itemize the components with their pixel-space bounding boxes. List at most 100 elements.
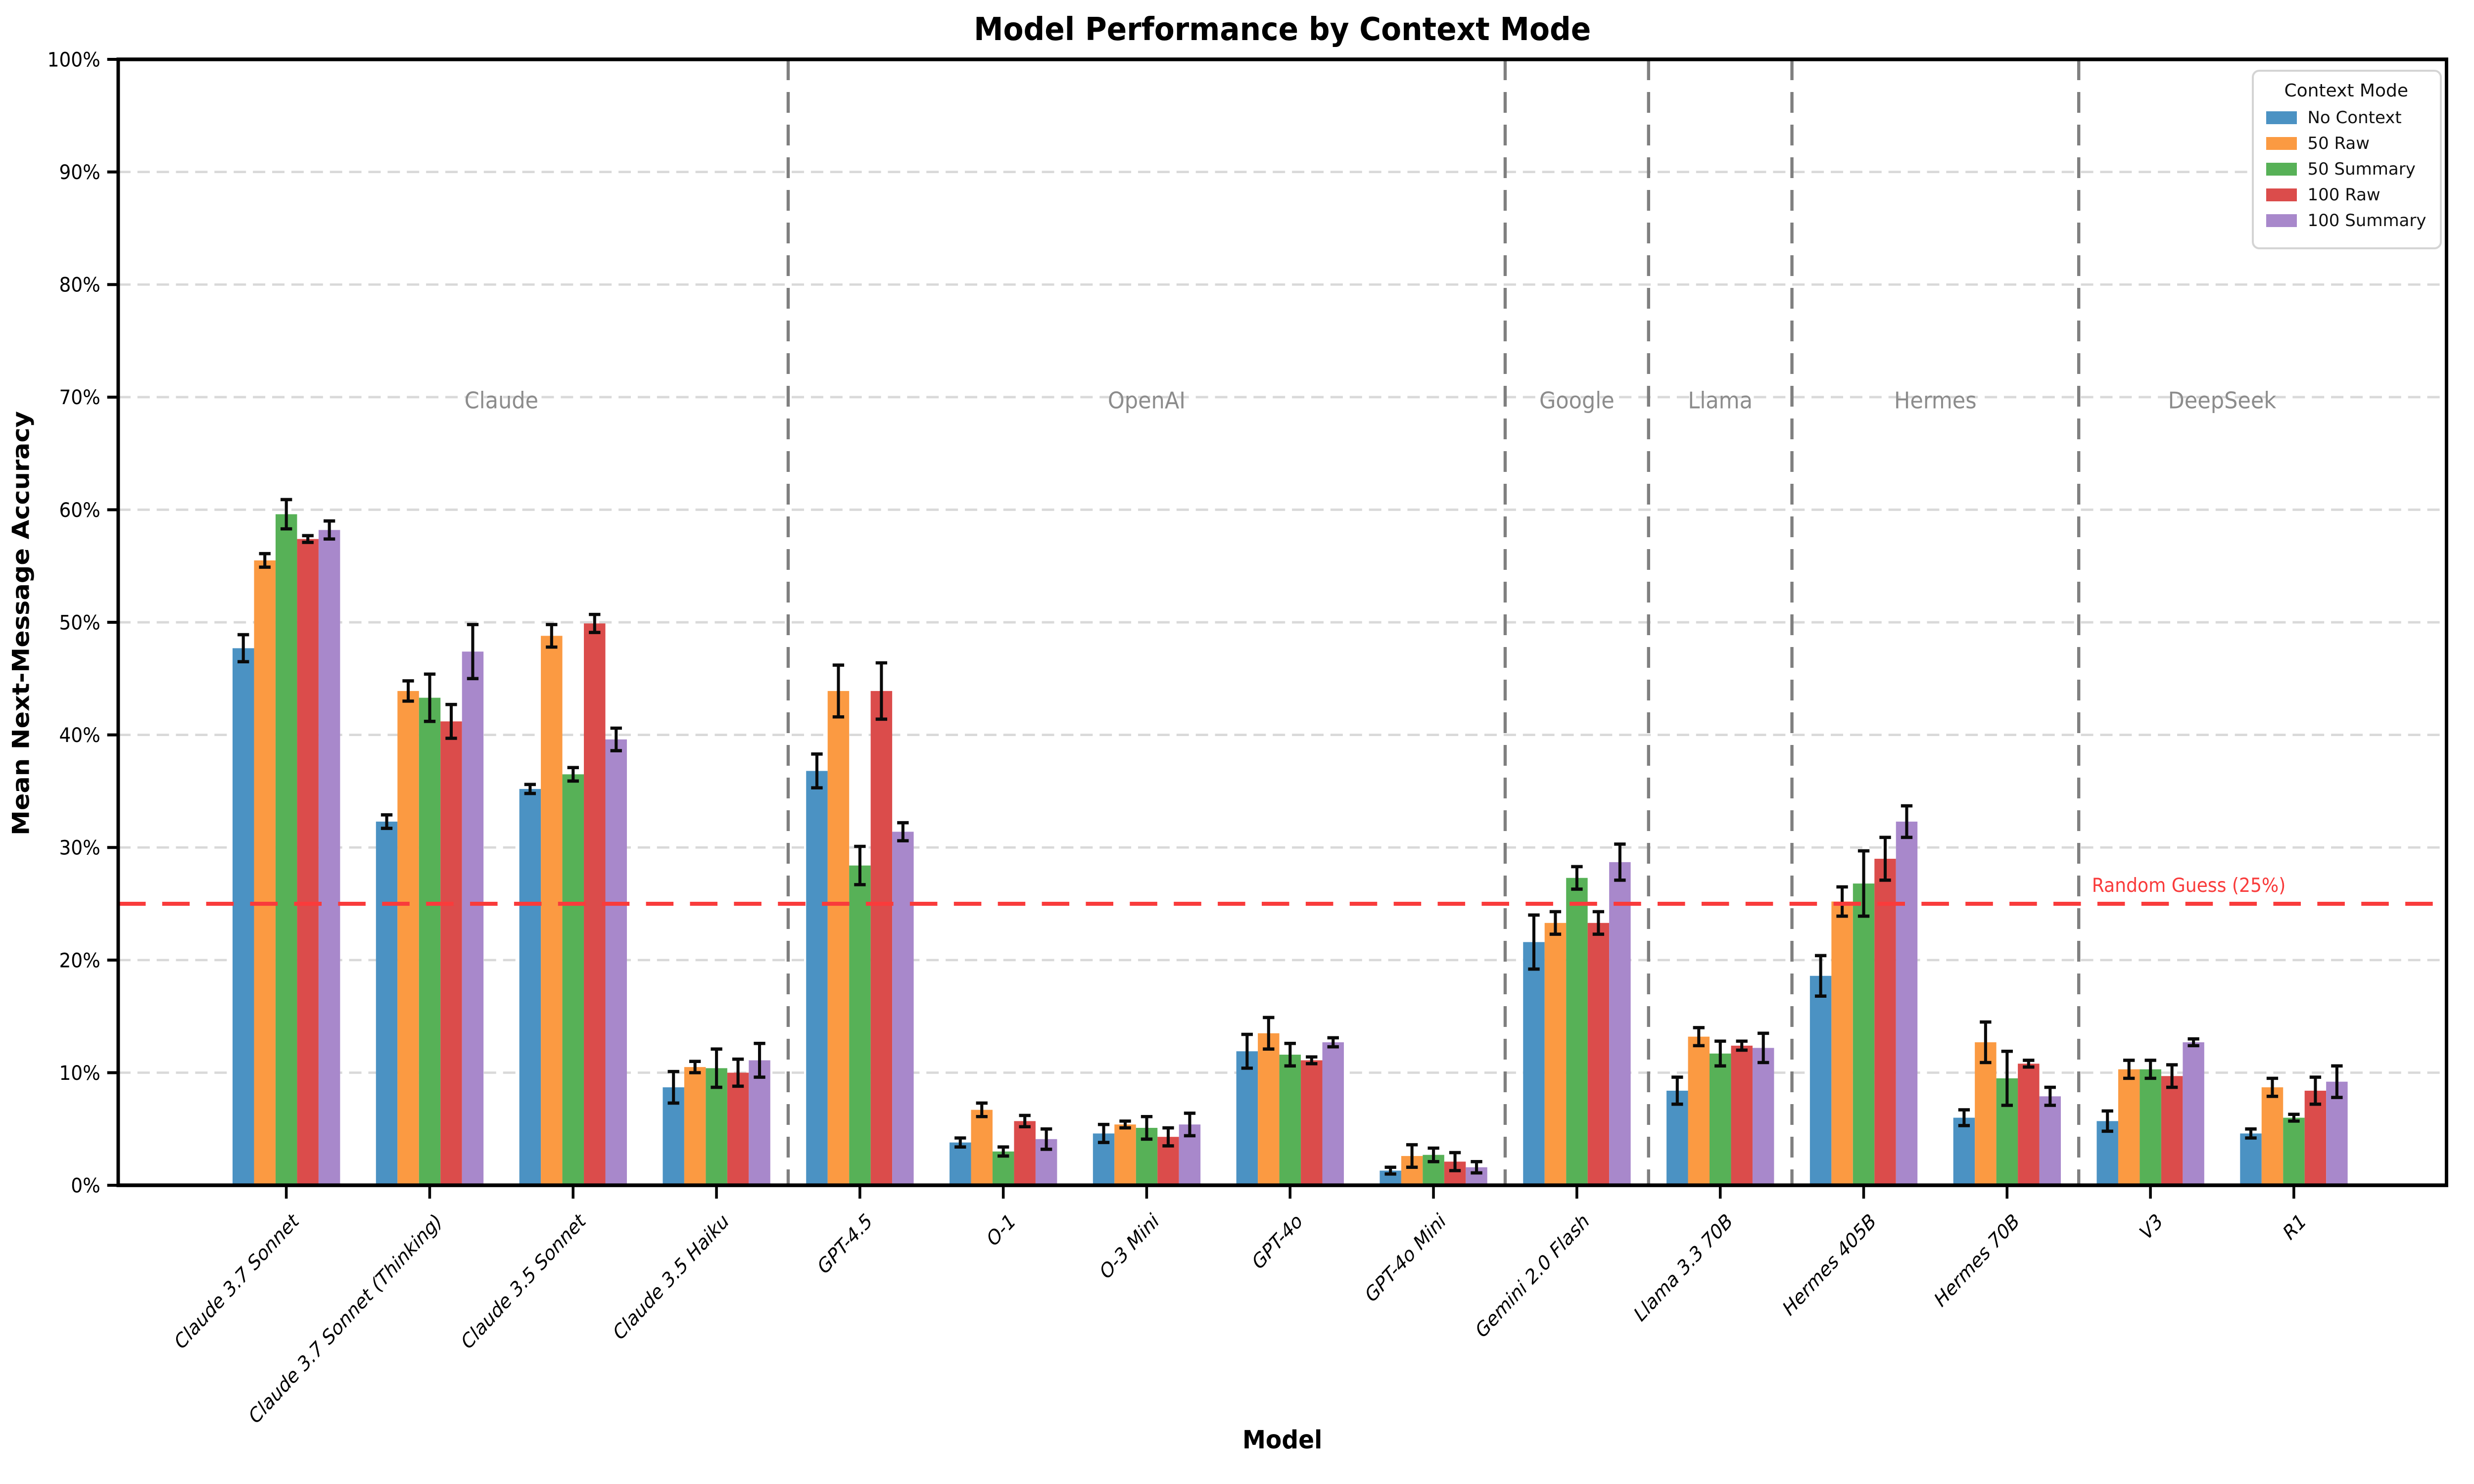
legend-title: Context Mode	[2284, 80, 2409, 101]
bars-layer	[233, 498, 2348, 1186]
provider-group-label: DeepSeek	[2168, 387, 2277, 414]
bar-gemini-2-0-flash-no-context	[1523, 942, 1545, 1186]
x-tick-label: Gemini 2.0 Flash	[1471, 1209, 1594, 1342]
bar-o-3-mini-50-raw	[1114, 1124, 1136, 1186]
bar-claude-3-7-sonnet-thinking--no-context	[376, 821, 398, 1186]
legend-swatch	[2266, 111, 2297, 124]
legend-item-label: 50 Summary	[2307, 159, 2416, 179]
gridline-layer	[118, 171, 2447, 1074]
bar-claude-3-5-sonnet-50-raw	[541, 636, 563, 1186]
bar-gpt-4-5-100-summary	[892, 832, 914, 1186]
y-tick-label: 20%	[59, 949, 100, 973]
bar-hermes-70b-no-context	[1953, 1117, 1975, 1186]
bar-r1-100-raw	[2304, 1090, 2327, 1186]
provider-group-label: Claude	[465, 387, 538, 414]
x-tick-label: Claude 3.7 Sonnet	[170, 1209, 304, 1353]
bar-gpt-4o-50-raw	[1258, 1033, 1280, 1186]
x-tick-label: Llama 3.3 70B	[1630, 1209, 1737, 1325]
bar-claude-3-7-sonnet-thinking--50-summary	[419, 697, 441, 1186]
x-tick-label: Claude 3.5 Haiku	[609, 1209, 733, 1344]
bar-gpt-4-5-100-raw	[870, 691, 893, 1186]
y-tick-label: 80%	[59, 274, 100, 297]
bar-r1-50-summary	[2283, 1117, 2305, 1186]
bar-claude-3-7-sonnet-thinking--50-raw	[397, 691, 419, 1186]
bar-llama-3-3-70b-no-context	[1666, 1090, 1688, 1186]
bar-claude-3-5-haiku-100-summary	[749, 1060, 770, 1186]
legend-item-label: 50 Raw	[2307, 133, 2370, 153]
bar-hermes-70b-50-raw	[1975, 1042, 1997, 1186]
y-tick-label: 30%	[59, 836, 100, 860]
x-axis-label: Model	[1242, 1425, 1322, 1454]
x-tick-label: O-3 Mini	[1095, 1209, 1164, 1283]
bar-claude-3-5-sonnet-100-raw	[584, 623, 606, 1186]
legend-item-no-context: No Context	[2266, 108, 2426, 128]
provider-group-label: Llama	[1688, 387, 1753, 414]
bar-gpt-4o-100-summary	[1322, 1042, 1344, 1186]
legend: Context Mode No Context 50 Raw 50 Summary 1…	[2251, 70, 2442, 249]
x-tick-label: GPT-4o	[1248, 1209, 1307, 1273]
bar-claude-3-5-sonnet-50-summary	[562, 774, 584, 1186]
legend-swatch	[2266, 188, 2297, 201]
bar-gemini-2-0-flash-100-raw	[1587, 923, 1610, 1186]
bar-v3-50-summary	[2140, 1069, 2161, 1186]
bar-llama-3-3-70b-100-raw	[1731, 1045, 1753, 1186]
bar-o-1-no-context	[950, 1142, 971, 1186]
bar-claude-3-7-sonnet-100-summary	[318, 530, 340, 1186]
chart-title: Model Performance by Context Mode	[974, 10, 1591, 48]
bar-hermes-405b-50-raw	[1831, 901, 1853, 1186]
x-tick-label: Claude 3.5 Sonnet	[457, 1209, 590, 1353]
x-tick-label: Hermes 405B	[1778, 1209, 1880, 1320]
group-separator-layer	[786, 59, 2081, 1186]
legend-item-label: 100 Raw	[2307, 185, 2380, 205]
x-tick-label: V3	[2136, 1209, 2167, 1244]
bar-claude-3-7-sonnet-thinking--100-summary	[462, 651, 484, 1186]
bar-v3-50-raw	[2118, 1069, 2140, 1186]
bar-gpt-4-5-50-raw	[827, 691, 850, 1186]
bar-gemini-2-0-flash-50-raw	[1544, 923, 1567, 1186]
bar-hermes-405b-no-context	[1809, 975, 1832, 1186]
x-tick-label: O-1	[982, 1209, 1020, 1250]
bar-claude-3-5-haiku-50-raw	[684, 1067, 706, 1186]
y-tick-label: 100%	[48, 48, 100, 72]
bar-llama-3-3-70b-100-summary	[1752, 1048, 1774, 1186]
bar-o-1-50-raw	[971, 1110, 993, 1186]
bar-hermes-70b-100-raw	[2018, 1064, 2040, 1186]
bar-claude-3-7-sonnet-50-raw	[254, 560, 276, 1186]
x-tick-label: Hermes 70B	[1930, 1209, 2024, 1311]
bar-claude-3-7-sonnet-thinking--100-raw	[440, 721, 462, 1186]
bar-claude-3-7-sonnet-100-raw	[297, 539, 319, 1186]
bar-gpt-4o-100-raw	[1301, 1060, 1323, 1186]
bar-gemini-2-0-flash-100-summary	[1609, 862, 1631, 1186]
random-guess-label: Random Guess (25%)	[2092, 874, 2286, 897]
y-tick-label: 40%	[59, 724, 100, 747]
y-tick-label: 90%	[59, 161, 100, 185]
bar-claude-3-5-haiku-100-raw	[727, 1072, 749, 1186]
bar-hermes-405b-50-summary	[1853, 883, 1875, 1186]
bar-gpt-4-5-no-context	[806, 771, 828, 1186]
bar-claude-3-7-sonnet-50-summary	[275, 514, 297, 1186]
bar-llama-3-3-70b-50-raw	[1688, 1036, 1710, 1186]
y-tick-label: 50%	[59, 611, 100, 635]
legend-swatch	[2266, 214, 2297, 227]
legend-swatch	[2266, 162, 2297, 176]
bar-gemini-2-0-flash-50-summary	[1566, 878, 1588, 1186]
bar-claude-3-7-sonnet-no-context	[233, 648, 254, 1186]
bar-hermes-405b-100-raw	[1874, 859, 1896, 1186]
bar-o-1-100-raw	[1014, 1121, 1036, 1186]
y-tick-label: 70%	[59, 386, 100, 410]
y-tick-label: 10%	[59, 1062, 100, 1085]
x-tick-label: GPT-4.5	[813, 1209, 876, 1278]
bar-gpt-4o-no-context	[1236, 1051, 1258, 1186]
x-tick-label: GPT-4o Mini	[1361, 1209, 1450, 1306]
bar-claude-3-5-sonnet-100-summary	[605, 739, 627, 1186]
x-tick-label: R1	[2279, 1209, 2310, 1244]
bar-claude-3-5-sonnet-no-context	[519, 788, 541, 1186]
legend-item-label: 100 Summary	[2307, 210, 2426, 231]
y-tick-label: 60%	[59, 499, 100, 522]
bar-gpt-4-5-50-summary	[849, 865, 871, 1186]
bar-hermes-70b-100-summary	[2039, 1096, 2061, 1186]
provider-group-label: OpenAI	[1108, 387, 1186, 414]
y-tick-label: 0%	[71, 1174, 100, 1198]
